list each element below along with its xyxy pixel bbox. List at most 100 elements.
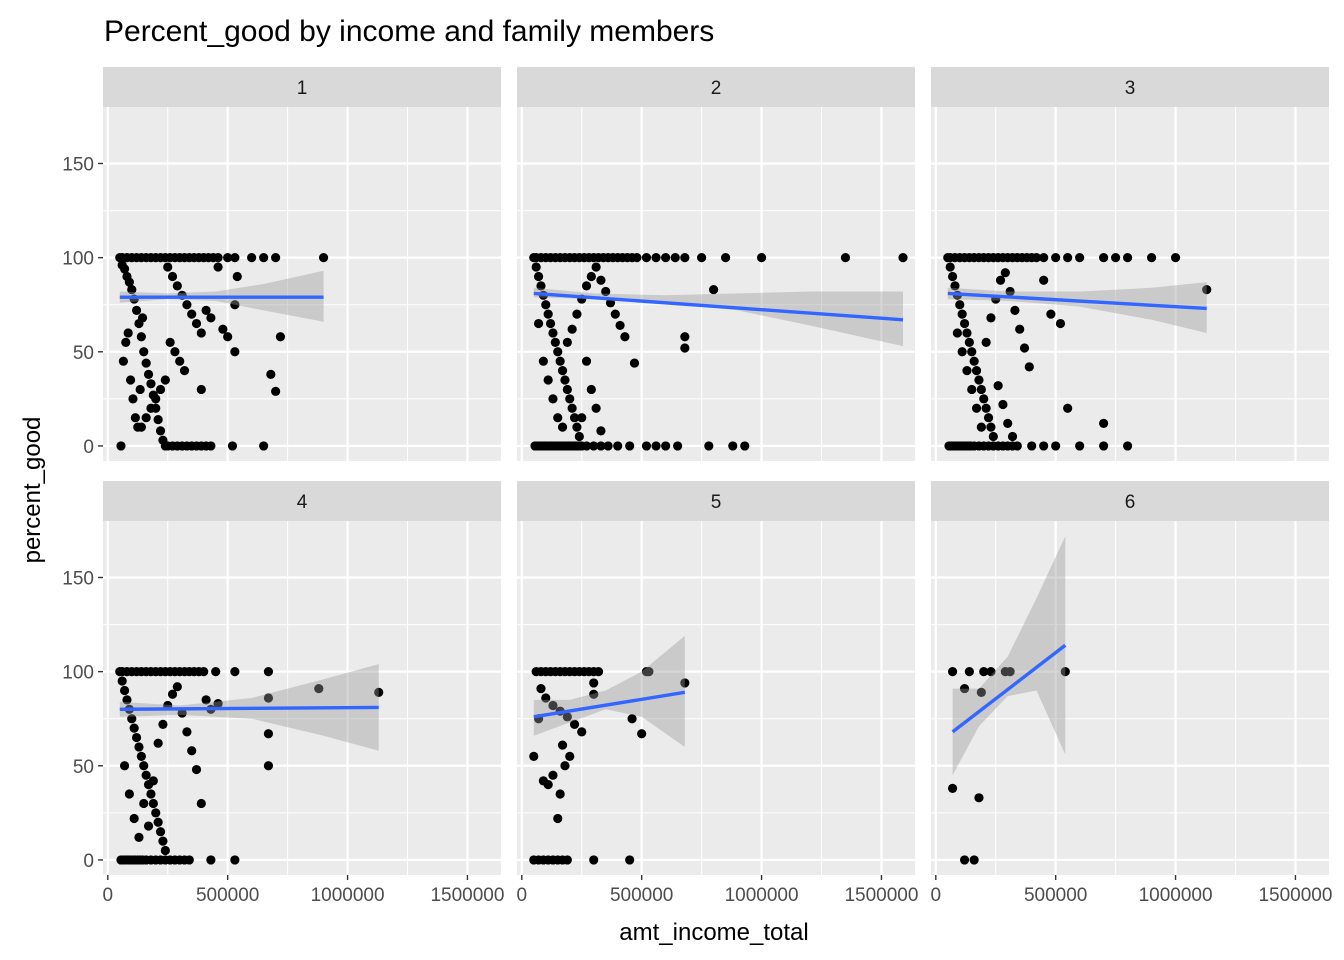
data-point <box>153 817 163 827</box>
data-point <box>275 332 286 342</box>
data-point <box>979 667 989 677</box>
facet-strip <box>517 67 915 107</box>
data-point <box>211 667 221 677</box>
data-point <box>995 275 1006 285</box>
data-point <box>153 414 163 425</box>
data-point <box>986 313 996 323</box>
data-point <box>134 742 144 752</box>
facet-panel-1: 1 <box>103 67 501 461</box>
data-point <box>1170 253 1181 263</box>
data-point <box>976 384 986 395</box>
x-tick-label: 0 <box>517 885 528 906</box>
data-point <box>146 379 156 389</box>
data-point <box>1146 253 1157 263</box>
data-point <box>124 789 134 799</box>
data-point <box>227 441 238 451</box>
data-point <box>230 300 240 310</box>
data-point <box>199 667 209 677</box>
data-point <box>167 271 178 282</box>
data-point <box>259 253 269 263</box>
data-point <box>548 700 558 711</box>
data-point <box>230 855 240 865</box>
data-point <box>565 394 575 404</box>
data-point <box>756 253 767 263</box>
facet-strip-label: 3 <box>1125 78 1136 99</box>
data-point <box>586 384 596 395</box>
data-point <box>1099 441 1109 451</box>
data-point <box>673 441 683 451</box>
data-point <box>1075 253 1085 263</box>
data-point <box>589 689 599 699</box>
data-point <box>644 667 654 677</box>
data-point <box>196 384 206 395</box>
facet-grid: 1 2 3 4 5 6 <box>103 67 1329 875</box>
data-point <box>567 403 577 413</box>
data-point <box>131 732 142 743</box>
data-point <box>155 827 166 837</box>
data-point <box>562 855 572 865</box>
data-point <box>121 337 131 347</box>
data-point <box>548 328 558 338</box>
data-point <box>529 751 539 761</box>
data-point <box>1031 253 1042 263</box>
data-point <box>1060 667 1070 677</box>
data-point <box>586 271 596 282</box>
data-point <box>1063 403 1073 413</box>
data-point <box>118 356 128 366</box>
data-point <box>976 422 986 432</box>
y-axis-title: percent_good <box>19 417 46 564</box>
facet-strip-label: 5 <box>711 492 722 513</box>
data-point <box>117 676 127 686</box>
x-tick-label: 500000 <box>610 885 673 906</box>
confidence-band <box>533 287 903 347</box>
data-point <box>1039 275 1049 285</box>
data-point <box>134 832 144 842</box>
facet-panel-3: 3 <box>931 67 1329 461</box>
data-point <box>1046 309 1056 319</box>
data-point <box>1202 285 1212 295</box>
data-point <box>950 281 960 291</box>
y-tick-label: 50 <box>73 757 94 778</box>
data-point <box>141 770 151 780</box>
data-point <box>565 751 575 761</box>
data-point <box>533 318 544 329</box>
data-point <box>541 300 551 310</box>
data-point <box>155 384 166 395</box>
data-point <box>263 667 274 677</box>
data-point <box>1007 431 1018 442</box>
data-point <box>967 384 977 395</box>
data-point <box>263 693 274 703</box>
data-point <box>135 384 145 395</box>
data-point <box>1111 253 1121 263</box>
data-point <box>131 305 142 315</box>
data-point <box>179 366 190 376</box>
facet-panel-6: 6 <box>931 481 1329 875</box>
data-point <box>553 413 563 423</box>
data-point <box>155 426 166 436</box>
data-point <box>740 441 750 451</box>
facet-strip <box>103 67 501 107</box>
data-point <box>175 356 185 366</box>
data-point <box>704 441 714 451</box>
data-point <box>177 708 187 718</box>
x-tick-label: 1500000 <box>430 885 504 906</box>
data-point <box>589 441 599 451</box>
data-point <box>263 729 274 739</box>
data-point <box>116 441 126 451</box>
data-point <box>651 441 661 451</box>
facet-panel-4: 4 <box>103 481 501 875</box>
data-point <box>191 318 202 329</box>
data-point <box>589 855 599 865</box>
data-point <box>533 271 544 282</box>
data-point <box>223 332 233 342</box>
data-point <box>720 253 731 263</box>
data-point <box>627 714 637 724</box>
data-point <box>158 719 168 729</box>
data-point <box>569 719 580 729</box>
facet-panel-5: 5 <box>517 481 915 875</box>
data-point <box>983 413 994 423</box>
data-point <box>562 384 572 395</box>
data-point <box>974 375 984 385</box>
data-point <box>170 347 180 357</box>
x-tick-label: 0 <box>931 885 942 906</box>
